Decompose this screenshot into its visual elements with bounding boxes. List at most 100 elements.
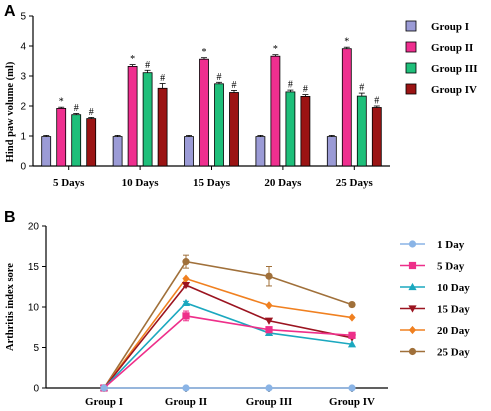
series-point-5-2 bbox=[182, 274, 190, 283]
bar-1-2 bbox=[112, 136, 123, 167]
legend-swatch bbox=[405, 20, 417, 32]
series-line-3 bbox=[103, 302, 353, 389]
series-point-5-4 bbox=[348, 313, 356, 322]
legend-marker bbox=[408, 347, 417, 356]
bar-4-2 bbox=[157, 87, 168, 167]
significance-mark: # bbox=[217, 72, 222, 83]
significance-mark: * bbox=[59, 97, 64, 108]
legend-label: Group II bbox=[431, 42, 473, 54]
panel-a-y-tick-label: 3 bbox=[20, 72, 26, 83]
legend-label: 5 Day bbox=[437, 261, 465, 273]
legend-label: Group IV bbox=[431, 84, 477, 96]
panel-b-y-tick-label: 10 bbox=[28, 303, 40, 314]
panel-a-x-tick-label: 25 Days bbox=[336, 177, 374, 189]
bar-3-3 bbox=[214, 83, 224, 167]
series-line-5 bbox=[103, 277, 353, 389]
legend-marker bbox=[408, 305, 417, 313]
bar-1-1 bbox=[41, 136, 52, 167]
legend-label: 1 Day bbox=[437, 239, 465, 251]
legend-marker bbox=[408, 240, 417, 248]
series-point-5-3 bbox=[265, 301, 273, 310]
series-line-4 bbox=[103, 284, 353, 389]
legend-marker bbox=[408, 282, 417, 291]
panel-b-y-tick-label: 0 bbox=[33, 384, 39, 395]
panel-b-x-tick-label: Group I bbox=[85, 396, 123, 408]
panel-a: A Hind paw volume (ml) 0 1 2 3 4 5 5 Days 10 Da… bbox=[4, 3, 478, 189]
significance-mark: # bbox=[303, 84, 308, 95]
bar-4-3 bbox=[229, 92, 239, 167]
panel-b-y-tick-label: 20 bbox=[28, 222, 40, 233]
legend-swatch bbox=[405, 62, 417, 74]
panel-b-x-tick-label: Group IV bbox=[329, 396, 375, 408]
significance-mark: # bbox=[359, 83, 364, 94]
significance-mark: # bbox=[374, 96, 379, 107]
panel-b: B Arthritis index sore 0 5 10 15 20 Group I Gr… bbox=[4, 209, 470, 408]
significance-mark: * bbox=[130, 54, 135, 65]
panel-b-y-tick-label: 15 bbox=[28, 262, 40, 273]
panel-a-x-tick-label: 10 Days bbox=[122, 177, 160, 189]
significance-mark: # bbox=[160, 73, 165, 84]
bar-2-1 bbox=[56, 108, 67, 167]
bar-2-4 bbox=[270, 55, 281, 167]
bar-1-5 bbox=[326, 136, 337, 167]
significance-mark: # bbox=[74, 103, 79, 114]
bar-3-1 bbox=[71, 114, 82, 167]
panel-a-y-tick-label: 2 bbox=[20, 102, 26, 113]
panel-a-label: A bbox=[4, 3, 16, 20]
series-point-1-3 bbox=[265, 384, 273, 392]
significance-mark: * bbox=[202, 47, 207, 58]
panel-b-x-tick-label: Group II bbox=[165, 396, 207, 408]
significance-mark: # bbox=[288, 80, 293, 91]
bar-4-4 bbox=[300, 96, 311, 167]
panel-a-legend: Group I Group II Group III Group IV bbox=[405, 20, 478, 96]
bar-4-1 bbox=[86, 118, 97, 167]
panel-a-y-tick-label: 1 bbox=[20, 132, 26, 143]
panel-b-x-tick-label: Group III bbox=[246, 396, 293, 408]
significance-mark: # bbox=[232, 80, 237, 91]
bar-3-5 bbox=[356, 95, 367, 167]
significance-mark: * bbox=[344, 37, 349, 48]
series-point-1-4 bbox=[348, 384, 356, 392]
bar-2-2 bbox=[127, 66, 138, 167]
legend-swatch bbox=[405, 83, 417, 95]
legend-label: 20 Day bbox=[437, 325, 470, 337]
bar-1-4 bbox=[255, 136, 266, 167]
series-point-3-4 bbox=[347, 340, 357, 348]
panel-a-y-axis-label: Hind paw volume (ml) bbox=[5, 61, 16, 162]
legend-marker bbox=[408, 325, 417, 335]
significance-mark: # bbox=[89, 107, 94, 118]
series-point-4-3 bbox=[264, 317, 274, 325]
series-line-6 bbox=[103, 260, 353, 389]
bar-2-5 bbox=[341, 48, 352, 167]
panel-a-y-tick-label: 5 bbox=[20, 12, 26, 23]
panel-a-x-tick-label: 15 Days bbox=[193, 177, 231, 189]
significance-mark: # bbox=[145, 60, 150, 71]
series-line-2 bbox=[103, 315, 353, 389]
series-point-1-2 bbox=[182, 384, 190, 392]
series-point-2-3 bbox=[265, 326, 273, 334]
legend-label: Group I bbox=[431, 21, 469, 33]
panel-a-x-tick-label: 20 Days bbox=[264, 177, 302, 189]
panel-a-y-tick-label: 0 bbox=[20, 162, 26, 173]
series-point-6-4 bbox=[348, 300, 356, 309]
panel-a-axes: 0 1 2 3 4 5 5 Days 10 Days 15 Days 20 Days 25 Days bbox=[20, 12, 390, 189]
panel-a-x-tick-label: 5 Days bbox=[53, 177, 85, 189]
legend-swatch bbox=[405, 41, 417, 53]
panel-b-lines bbox=[99, 254, 357, 393]
series-point-6-2 bbox=[182, 258, 190, 266]
bar-4-5 bbox=[371, 107, 382, 167]
panel-a-bars: * # # * # # * # # * # # * # # bbox=[41, 37, 382, 167]
series-point-4-2 bbox=[181, 282, 191, 290]
series-point-2-4 bbox=[348, 331, 356, 339]
legend-label: 10 Day bbox=[437, 282, 470, 294]
legend-label: 25 Day bbox=[437, 347, 470, 359]
legend-label: Group III bbox=[431, 63, 478, 75]
series-point-1-1 bbox=[100, 384, 108, 392]
legend-label: 15 Day bbox=[437, 304, 470, 316]
bar-1-3 bbox=[184, 136, 194, 167]
panel-a-y-tick-label: 4 bbox=[20, 42, 26, 53]
series-point-3-2 bbox=[181, 298, 191, 307]
panel-b-y-axis-label: Arthritis index sore bbox=[5, 263, 16, 351]
bar-3-4 bbox=[285, 91, 296, 167]
